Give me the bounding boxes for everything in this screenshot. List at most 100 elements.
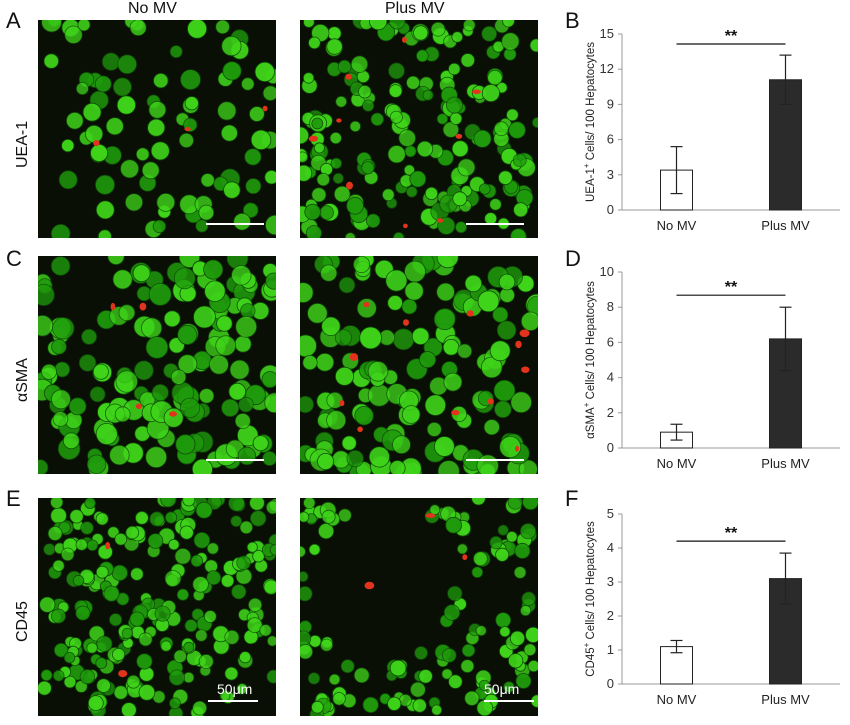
cell-red	[139, 302, 147, 311]
y-tick-label: 9	[607, 96, 614, 111]
cell-red	[519, 329, 530, 338]
cell-red	[466, 310, 474, 317]
cell-green	[300, 126, 310, 145]
cell-green	[302, 72, 315, 84]
y-axis-label: UEA-1+ Cells/ 100 Hepatocytes	[582, 42, 597, 202]
cell-green	[409, 170, 427, 188]
cell-green	[410, 681, 426, 698]
cell-green	[471, 566, 484, 579]
cell-green	[50, 507, 67, 525]
cell-green	[304, 203, 321, 221]
cell-green	[87, 695, 104, 712]
cell-green	[184, 619, 198, 633]
cell-green	[238, 396, 254, 413]
cell-green	[361, 161, 375, 175]
cell-green	[456, 543, 468, 555]
cell-green	[229, 359, 250, 380]
cell-green	[72, 574, 85, 587]
cell-green	[493, 121, 509, 137]
cell-green	[318, 522, 335, 540]
cell-green	[508, 653, 524, 669]
cell-green	[252, 435, 269, 452]
cell-green	[457, 158, 476, 177]
cell-green	[81, 328, 98, 345]
cell-green	[487, 70, 503, 86]
micrograph-asma-plus-mv	[300, 256, 538, 474]
cell-green	[422, 89, 434, 101]
cell-green	[105, 117, 124, 136]
cell-green	[95, 657, 108, 670]
cell-red	[515, 340, 522, 349]
cell-green	[335, 366, 355, 386]
cell-green	[52, 317, 75, 340]
cell-green	[512, 153, 527, 168]
cell-green	[198, 204, 215, 221]
cell-green	[300, 586, 313, 602]
micrograph-asma-no-mv	[38, 256, 276, 474]
cell-green	[368, 446, 391, 468]
cell-green	[300, 151, 309, 163]
cell-green	[326, 391, 344, 409]
cell-green	[507, 498, 523, 510]
cell-green	[231, 584, 247, 600]
cell-green	[445, 516, 462, 534]
cell-green	[179, 525, 194, 540]
cell-green	[265, 214, 276, 236]
cell-green	[92, 363, 109, 380]
cell-green	[141, 317, 163, 339]
cell-green	[300, 511, 310, 523]
cell-green	[109, 613, 123, 627]
cell-green	[52, 559, 65, 572]
cell-green	[404, 260, 426, 283]
cell-red	[262, 105, 268, 112]
cell-green	[78, 354, 97, 372]
cell-green	[303, 498, 316, 509]
cell-green	[221, 36, 242, 57]
cell-green	[370, 112, 385, 127]
cell-green	[95, 512, 109, 526]
cell-red	[169, 411, 177, 417]
cell-green	[498, 273, 516, 291]
cell-green	[215, 335, 237, 357]
y-tick-label: 0	[607, 440, 614, 455]
micrograph-cd45-plus-mv	[300, 498, 538, 716]
cell-red	[472, 89, 481, 95]
cell-green	[367, 361, 389, 382]
cell-green	[426, 421, 442, 437]
cell-green	[192, 700, 208, 716]
cell-green	[244, 148, 262, 166]
y-tick-label: 1	[607, 642, 614, 657]
y-tick-label: 6	[607, 132, 614, 147]
cell-green	[411, 327, 430, 345]
cell-green	[387, 696, 402, 711]
cell-green	[41, 363, 57, 380]
y-tick-label: 5	[607, 506, 614, 521]
cell-green	[302, 355, 318, 371]
cell-green	[460, 53, 476, 68]
cell-green	[337, 59, 352, 74]
cell-red	[339, 400, 345, 407]
cell-green	[221, 398, 240, 417]
cell-green	[75, 538, 88, 551]
cell-green	[266, 669, 276, 684]
cell-green	[249, 498, 265, 511]
cell-green	[473, 129, 492, 148]
cell-green	[506, 530, 518, 543]
cell-green	[177, 354, 198, 374]
cell-green	[353, 667, 370, 684]
cell-green	[346, 197, 364, 215]
cell-green	[305, 225, 322, 238]
cell-green	[307, 672, 321, 685]
cell-green	[436, 113, 449, 125]
x-tick-label: Plus MV	[761, 218, 810, 233]
cell-green	[236, 555, 251, 571]
cell-green	[431, 704, 443, 716]
cell-green	[520, 605, 532, 617]
cell-green	[75, 82, 89, 96]
cell-green	[520, 523, 537, 540]
cell-green	[529, 38, 538, 53]
cell-green	[198, 653, 214, 669]
cell-green	[413, 25, 429, 41]
cell-green	[95, 565, 109, 579]
cell-green	[392, 328, 415, 351]
